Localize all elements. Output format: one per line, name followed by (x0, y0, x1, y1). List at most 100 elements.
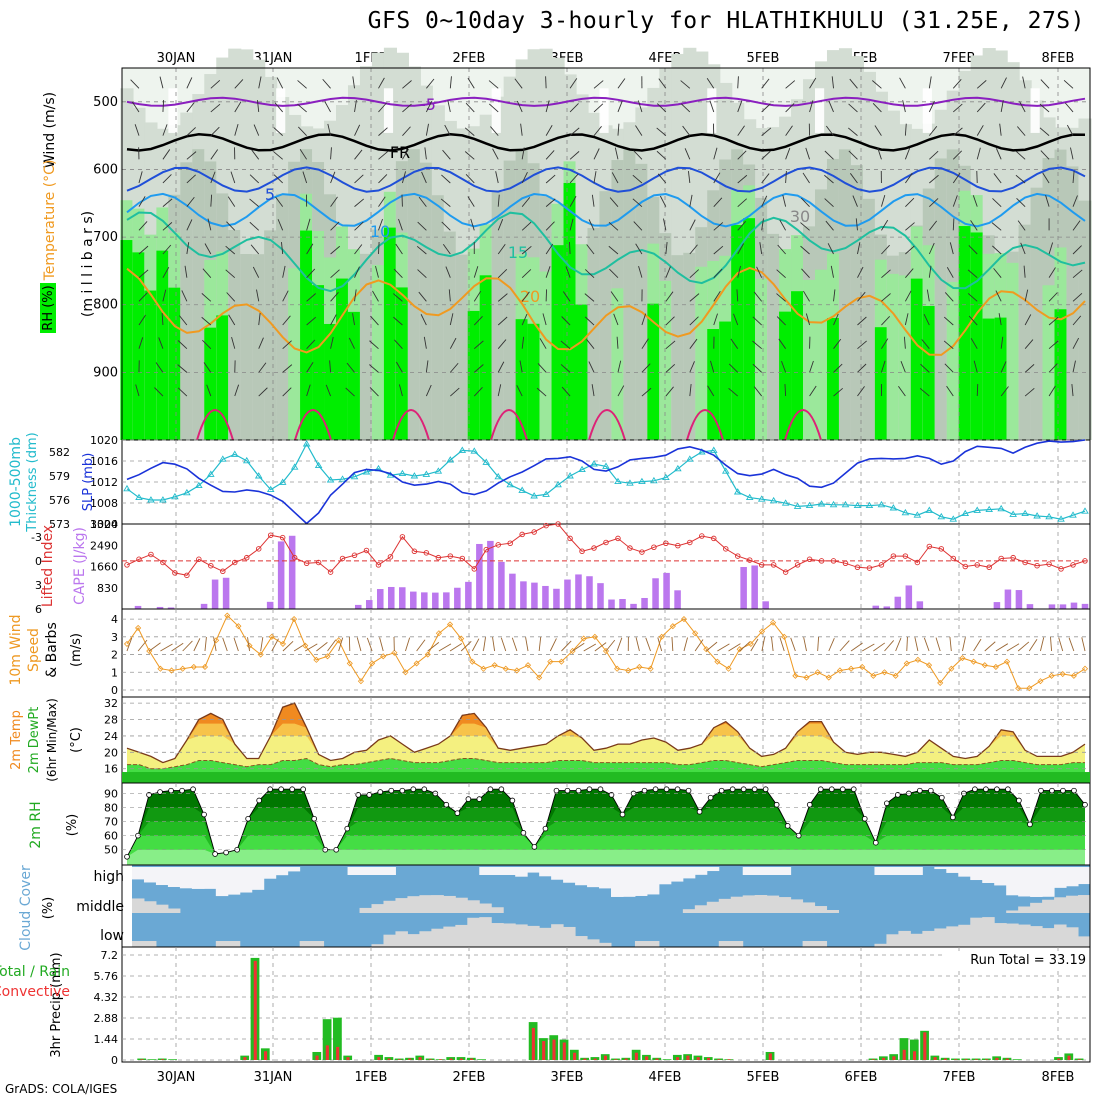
wind-speed-point (992, 663, 999, 671)
wind-barb (569, 78, 578, 89)
thickness-point (1045, 512, 1053, 520)
cloud-middle (155, 904, 169, 913)
cape-y-tick: 3320 (90, 518, 118, 531)
thickness-point (219, 455, 227, 462)
wind-barb (378, 102, 387, 113)
wind-barb (416, 639, 426, 652)
cape-bar (905, 585, 913, 609)
wind-barb (249, 221, 260, 231)
wind-barb (525, 637, 529, 652)
wind-speed-point (402, 669, 409, 676)
cape-label: CAPE (J/kg) (72, 527, 88, 605)
precip-convective-bar (1005, 1058, 1009, 1060)
wind-barb (299, 148, 308, 160)
wind-barb (898, 386, 906, 397)
precip-y-tick: 7.2 (101, 949, 119, 962)
li-point (303, 560, 310, 567)
li-point (938, 546, 945, 552)
wind-barb (689, 269, 700, 279)
rh-point (201, 811, 207, 818)
cloud-high (491, 867, 504, 875)
wind-barb (395, 243, 403, 255)
wind-barb (297, 126, 307, 136)
date-label-bottom: 7FEB (943, 1070, 976, 1085)
wind-barb (608, 222, 619, 231)
wind-barb (972, 195, 978, 207)
wind-barb (352, 76, 355, 89)
slp-line (126, 439, 1086, 525)
cape-bar (575, 574, 582, 609)
cloud-high (563, 867, 576, 883)
cloud-high (910, 867, 923, 875)
wind-barb (338, 637, 344, 652)
wind-barb (944, 363, 954, 373)
temp-y-tick: 24 (104, 730, 118, 743)
wind-speed-point (725, 665, 732, 672)
wind-speed-point (836, 667, 843, 674)
wind-barb (329, 360, 332, 373)
rh-point (410, 786, 417, 793)
wind-barb (207, 218, 212, 231)
wind-barb (828, 100, 834, 113)
isotherm-line (126, 211, 1086, 293)
rh-shade-lightgreen (695, 266, 709, 440)
wind-barb (1071, 384, 1074, 397)
cloud-high (742, 867, 756, 875)
wind-barb (921, 339, 930, 349)
thickness-point (254, 472, 263, 479)
wind-barb (737, 174, 748, 184)
wind-speed-point (524, 662, 532, 669)
cloud-high (263, 867, 277, 879)
wind-barb (572, 642, 585, 652)
thickness-point (638, 477, 646, 485)
wind-barb (345, 387, 355, 397)
rh-point (641, 787, 648, 794)
cloud-high (587, 867, 600, 888)
precip-convective-bar (1057, 1058, 1061, 1060)
li-point (519, 531, 525, 538)
cloud-low (443, 926, 456, 947)
wind-barb (210, 149, 219, 160)
wind-speed-point (1037, 678, 1044, 685)
wind-barb (1020, 242, 1026, 255)
wind-barb (609, 197, 619, 207)
precip-convective-bar (573, 1052, 577, 1060)
wind-barb (750, 638, 759, 652)
wind-barb (857, 386, 865, 397)
li-point (375, 562, 382, 568)
precip-convective-bar (377, 1057, 381, 1060)
wind-barb (426, 78, 435, 89)
wind-barb (905, 245, 915, 255)
wind-barb (1023, 265, 1026, 278)
wind-barb (282, 364, 293, 373)
wind-barb (378, 174, 388, 184)
wind-barb (460, 640, 472, 652)
rh-point (531, 844, 538, 850)
cape-bar (751, 565, 758, 609)
precip-total-bar (909, 1039, 919, 1060)
li-point (890, 553, 897, 559)
wind-barb (282, 640, 294, 652)
wind-barb (234, 384, 240, 397)
wind-speed-point (591, 633, 598, 640)
wind-barb (1000, 100, 1004, 113)
wind-barb (710, 360, 715, 373)
wind-barb (617, 123, 620, 136)
li-line (126, 523, 1086, 576)
li-point (423, 550, 430, 556)
rh-shade-darkgrey (838, 149, 853, 440)
rh-shade-green (336, 278, 350, 440)
wind-barb (138, 221, 148, 231)
wind-barb (274, 102, 284, 113)
wind-barb (761, 78, 770, 89)
wind-barb (800, 245, 810, 255)
rh-point (784, 823, 791, 829)
wind-barb (638, 266, 643, 278)
wind-barb (282, 315, 291, 326)
cape-bar (531, 582, 538, 609)
wind-barb (497, 339, 507, 349)
wind-barb (569, 196, 577, 207)
precip-convective-bar (253, 960, 257, 1060)
wind-barb (449, 337, 457, 349)
slp-label: SLP (mb) (81, 453, 96, 512)
